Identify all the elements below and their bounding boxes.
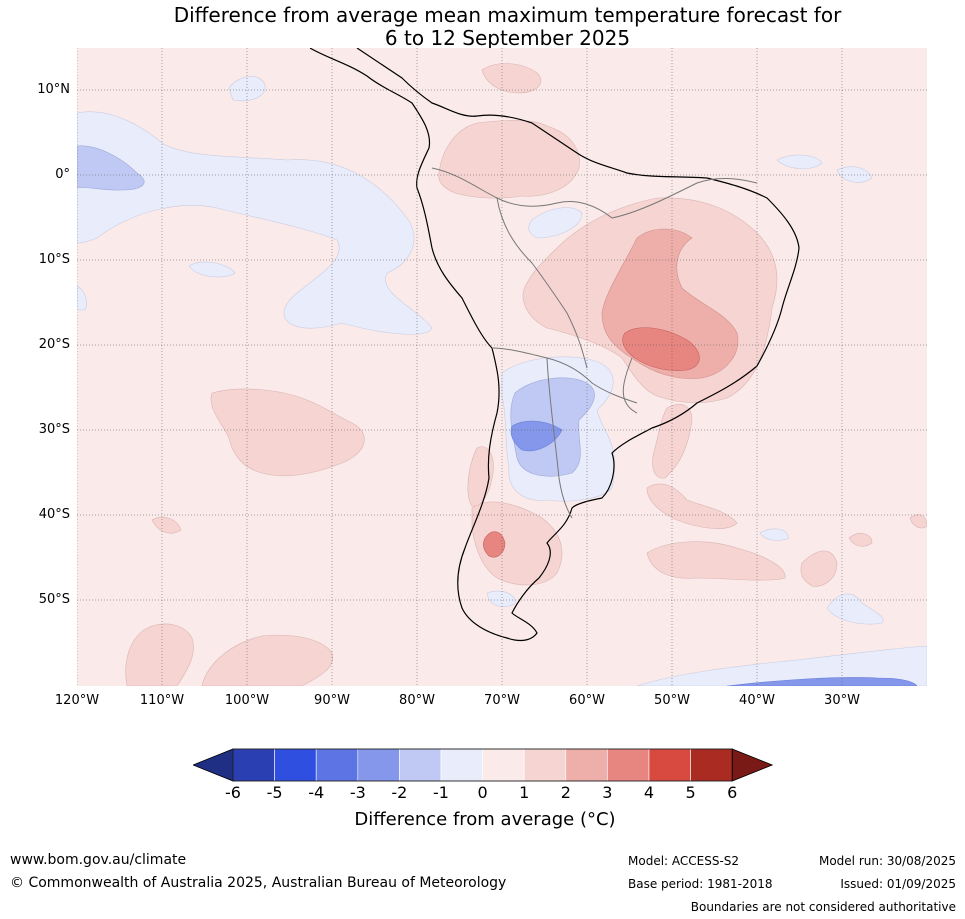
anomaly-warm-se-brazil	[652, 404, 693, 479]
anomaly-warm-atlantic-south-3	[800, 550, 838, 587]
colorbar-segment	[565, 748, 608, 782]
anomaly-warm-caribbean	[481, 63, 542, 94]
lat-label-50s: 50°S	[38, 592, 70, 607]
anomaly-warm-pacific-south-3	[125, 623, 194, 687]
title-line-1: Difference from average mean maximum tem…	[173, 3, 842, 27]
colorbar-outline	[232, 748, 733, 782]
anomaly-cool-argentina-core	[510, 420, 563, 452]
anomaly-warm-patagonia-core	[483, 531, 506, 558]
anomaly-cool-small-1	[228, 76, 266, 102]
colorbar-tick-label: -3	[349, 783, 366, 802]
colorbar-segment	[357, 748, 400, 782]
colorbar	[191, 748, 774, 786]
forecast-map	[76, 47, 928, 687]
anomaly-warm-atlantic-south-2	[646, 541, 786, 581]
lon-label-80w: 80°W	[399, 693, 435, 708]
colorbar-segment	[232, 748, 275, 782]
anomaly-cool-southeast-core	[726, 677, 918, 687]
colorbar-tick-label: 3	[602, 783, 613, 802]
colorbar-extend-low	[191, 748, 234, 782]
colorbar-label: Difference from average (°C)	[354, 809, 616, 830]
colorbar-tick-label: 5	[685, 783, 696, 802]
lon-label-60w: 60°W	[569, 693, 605, 708]
lat-label-20s: 20°S	[38, 337, 70, 352]
lat-label-30s: 30°S	[38, 422, 70, 437]
lon-label-110w: 110°W	[139, 693, 185, 708]
coastline-south-america	[309, 47, 800, 642]
anomaly-cool-atlantic-2	[836, 166, 873, 183]
anomaly-warm-pacific-south-4	[201, 634, 334, 687]
anomaly-warm-patagonia	[471, 501, 563, 586]
colorbar-tick-label: -2	[391, 783, 408, 802]
colorbar-svg	[191, 748, 774, 782]
title-line-2: 6 to 12 September 2025	[384, 26, 631, 50]
colorbar-tick-label: -6	[225, 783, 241, 802]
colorbar-tick-label: -5	[266, 783, 283, 802]
colorbar-tick-label: -1	[433, 783, 449, 802]
lon-label-120w: 120°W	[54, 693, 100, 708]
colorbar-segment	[482, 748, 525, 782]
colorbar-segment	[399, 748, 442, 782]
lon-label-50w: 50°W	[654, 693, 690, 708]
colorbar-tick-label: 6	[727, 783, 738, 802]
colorbar-segment	[440, 748, 483, 782]
footer-model-run: Model run: 30/08/2025	[818, 854, 956, 868]
colorbar-segment	[315, 748, 359, 782]
lon-label-40w: 40°W	[739, 693, 775, 708]
footer-model: Model: ACCESS-S2	[628, 854, 740, 868]
colorbar-tick-label: 0	[477, 783, 488, 802]
colorbar-segment	[690, 748, 733, 782]
map-title: Difference from average mean maximum tem…	[0, 4, 965, 50]
anomaly-cool-atlantic-1	[776, 154, 823, 169]
anomaly-cool-south-3	[759, 528, 790, 541]
anomaly-cool-southeast-band	[636, 645, 928, 687]
lat-label-10n: 10°N	[37, 82, 70, 97]
lon-label-70w: 70°W	[484, 693, 520, 708]
lon-label-100w: 100°W	[224, 693, 270, 708]
colorbar-tick-label: -4	[308, 783, 325, 802]
anomaly-cool-amazon	[528, 207, 583, 239]
anomaly-cool-pacific-band	[76, 111, 433, 335]
footer-copyright: © Commonwealth of Australia 2025, Austra…	[10, 875, 507, 891]
colorbar-segment	[523, 748, 567, 782]
colorbar-segment	[607, 748, 650, 782]
anomaly-cool-small-2	[188, 261, 236, 278]
footer-url: www.bom.gov.au/climate	[10, 852, 187, 868]
colorbar-segment	[648, 748, 691, 782]
graticule	[76, 48, 927, 686]
colorbar-tick-label: 4	[643, 783, 655, 802]
footer-base-period: Base period: 1981-2018	[628, 877, 773, 891]
lat-label-10s: 10°S	[38, 252, 70, 267]
anomaly-warm-brazil-core	[622, 327, 700, 371]
footer-issued: Issued: 01/09/2025	[840, 877, 956, 891]
footer-disclaimer: Boundaries are not considered authoritat…	[690, 900, 956, 914]
anomaly-cool-pacific-core	[76, 145, 145, 191]
map-svg	[76, 47, 928, 687]
anomaly-warm-colombia	[438, 120, 580, 199]
anomaly-cool-south-1	[486, 590, 516, 607]
colorbar-extend-high	[731, 748, 774, 782]
anomaly-cool-south-2	[826, 593, 884, 625]
lon-label-30w: 30°W	[824, 693, 860, 708]
anomaly-warm-atlantic-south-4	[848, 533, 873, 547]
anomaly-warm-atlantic-south-1	[646, 483, 738, 529]
anomaly-cool-small-3	[76, 285, 87, 311]
anomaly-warm-pacific-south-1	[210, 388, 365, 477]
country-borders	[431, 167, 758, 519]
anomaly-warm-pacific-south-2	[151, 517, 182, 534]
lat-label-0: 0°	[55, 167, 70, 182]
lon-label-90w: 90°W	[314, 693, 350, 708]
colorbar-tick-label: 2	[560, 783, 571, 802]
colorbar-tick-label: 1	[519, 783, 530, 802]
lat-label-40s: 40°S	[38, 507, 70, 522]
colorbar-segment	[274, 748, 317, 782]
